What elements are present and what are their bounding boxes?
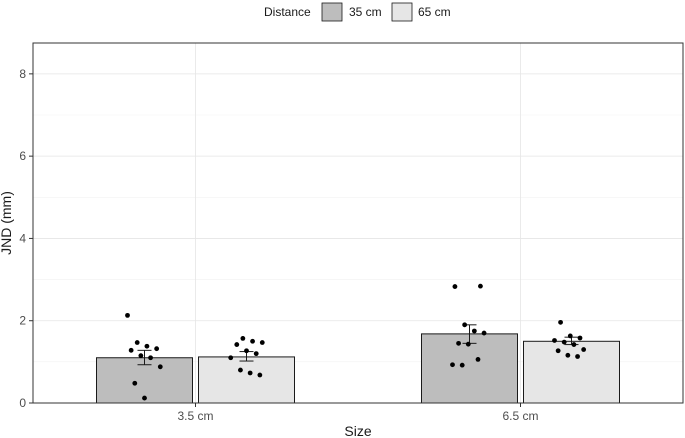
x-tick-label: 6.5 cm <box>502 409 538 423</box>
data-point <box>244 348 249 354</box>
legend-title: Distance <box>264 5 311 19</box>
legend-label-65cm: 65 cm <box>418 5 451 19</box>
data-point <box>238 367 243 373</box>
data-point <box>577 335 583 341</box>
data-point <box>142 395 147 401</box>
bar <box>198 356 295 404</box>
y-axis-title: JND (mm) <box>0 191 14 255</box>
data-point <box>478 283 483 289</box>
data-point <box>157 364 163 370</box>
data-point <box>450 362 455 368</box>
data-point <box>234 342 240 347</box>
data-point <box>132 380 138 386</box>
plot-marks <box>96 283 620 404</box>
x-tick-label: 3.5 cm <box>177 409 213 423</box>
data-point <box>459 362 465 368</box>
bar <box>96 357 193 404</box>
y-tick-label: 2 <box>19 314 26 328</box>
x-axis: 3.5 cm 6.5 cm <box>177 403 539 423</box>
data-point <box>555 348 561 354</box>
data-point <box>148 355 153 361</box>
data-point <box>561 339 567 345</box>
y-tick-label: 4 <box>19 231 26 245</box>
legend-key-35cm <box>321 2 343 22</box>
data-point <box>247 370 253 376</box>
y-axis: 0 2 4 6 8 <box>19 67 33 410</box>
data-point <box>571 342 577 347</box>
data-point <box>475 356 481 362</box>
data-point <box>125 312 130 318</box>
y-tick-label: 0 <box>19 396 26 410</box>
data-point <box>581 347 587 352</box>
legend: Distance 35 cm 65 cm <box>264 2 451 22</box>
data-point <box>257 372 263 378</box>
data-point <box>456 340 461 346</box>
y-tick-label: 6 <box>19 149 26 163</box>
data-point <box>471 328 477 334</box>
legend-key-65cm <box>391 2 413 22</box>
data-point <box>154 346 160 352</box>
data-point <box>259 340 265 345</box>
data-point <box>128 347 134 353</box>
data-point <box>481 330 487 336</box>
data-point <box>253 351 259 357</box>
data-point <box>575 354 580 359</box>
data-point <box>465 341 471 347</box>
legend-label-35cm: 35 cm <box>349 5 382 19</box>
data-point <box>144 343 150 349</box>
bar <box>523 340 620 404</box>
data-point <box>228 355 234 361</box>
data-point <box>250 338 255 344</box>
data-point <box>558 319 563 325</box>
y-tick-label: 8 <box>19 67 26 81</box>
data-point <box>462 322 468 328</box>
data-point <box>240 336 246 341</box>
x-axis-title: Size <box>344 423 371 438</box>
data-point <box>567 333 573 339</box>
data-point <box>452 284 458 289</box>
data-point <box>138 353 144 359</box>
data-point <box>134 340 140 345</box>
data-point <box>552 338 557 343</box>
data-point <box>565 352 571 358</box>
panel-border <box>32 42 684 404</box>
